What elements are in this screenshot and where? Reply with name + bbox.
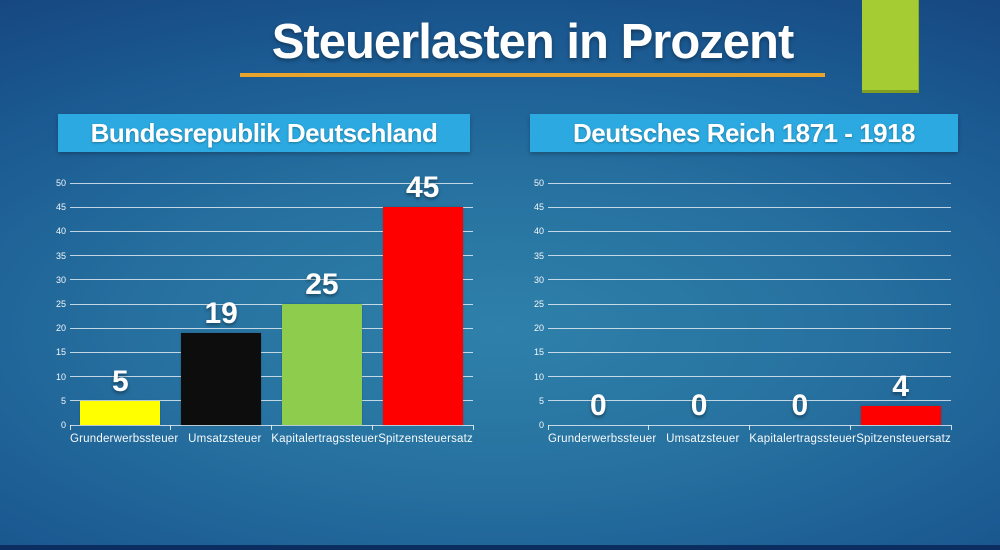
chart-bundesrepublik: 0 5 10 15 20 25 30 35 40 45 50 5 19 25 45 Grunderwerbss… bbox=[46, 172, 474, 458]
y-tick-label: 50 bbox=[533, 178, 544, 188]
x-axis-tick bbox=[849, 425, 851, 430]
y-tick-label: 20 bbox=[55, 323, 66, 334]
bar-value-label: 0 bbox=[690, 389, 708, 422]
category-label: Grunderwerbssteuer bbox=[548, 433, 657, 445]
gridline-y15 bbox=[548, 351, 951, 353]
gridline-y50 bbox=[548, 182, 951, 184]
gridline-y30 bbox=[548, 279, 951, 281]
y-tick-label: 25 bbox=[55, 299, 66, 309]
bar-umsatzsteuer bbox=[181, 333, 262, 425]
x-axis-tick bbox=[472, 425, 474, 430]
gridline-y10 bbox=[548, 376, 951, 378]
y-tick-label: 35 bbox=[533, 250, 544, 261]
bar-spitzensteuersatz bbox=[860, 405, 941, 425]
gridline-y5 bbox=[70, 400, 473, 402]
plot-area: 0 5 10 15 20 25 30 35 40 45 50 5 19 25 45 bbox=[56, 172, 474, 430]
gridline-y35 bbox=[548, 255, 951, 257]
x-axis-tick bbox=[69, 425, 71, 430]
chart-deutsches-reich: 0 5 10 15 20 25 30 35 40 45 50 0 0 0 4 Grunderwerbssteu… bbox=[524, 178, 952, 458]
panel-header-bundesrepublik: Bundesrepublik Deutschland bbox=[58, 114, 470, 152]
category-label: Spitzensteuersatz bbox=[856, 433, 951, 445]
y-tick-label: 10 bbox=[533, 371, 544, 382]
category-label: Spitzensteuersatz bbox=[378, 433, 473, 445]
x-axis-tick bbox=[648, 425, 650, 430]
plot-area: 0 5 10 15 20 25 30 35 40 45 50 0 0 0 4 bbox=[534, 178, 952, 430]
bar-value-label: 0 bbox=[791, 389, 809, 422]
category-label: Kapitalertragssteuer bbox=[749, 433, 857, 445]
title-block: Steuerlasten in Prozent bbox=[240, 14, 825, 77]
gridline-y25 bbox=[548, 303, 951, 305]
title-underline bbox=[240, 73, 825, 77]
y-tick-label: 10 bbox=[55, 371, 66, 382]
gridline-y15 bbox=[70, 351, 473, 353]
y-tick-label: 40 bbox=[533, 226, 544, 237]
bar-grunderwerbssteuer bbox=[80, 400, 161, 425]
gridline-y40 bbox=[548, 230, 951, 232]
y-tick-label: 5 bbox=[538, 395, 544, 406]
y-tick-label: 35 bbox=[55, 250, 66, 261]
page-title: Steuerlasten in Prozent bbox=[271, 15, 795, 69]
x-axis-tick bbox=[547, 425, 549, 430]
y-tick-label: 40 bbox=[55, 226, 66, 237]
gridline-y50 bbox=[70, 182, 473, 184]
category-label: Umsatzsteuer bbox=[666, 433, 740, 445]
y-tick-label: 45 bbox=[55, 202, 66, 213]
bar-value-label: 4 bbox=[892, 369, 909, 403]
y-tick-label: 25 bbox=[533, 299, 544, 309]
category-axis: Grunderwerbssteuer Umsatzsteuer Kapitalert… bbox=[548, 433, 951, 445]
x-axis-tick bbox=[950, 425, 952, 430]
gridline-y25 bbox=[70, 303, 473, 305]
panel-header-bundesrepublik-label: Bundesrepublik Deutschland bbox=[90, 117, 438, 148]
x-axis-tick bbox=[749, 425, 750, 430]
bar-value-label: 25 bbox=[305, 268, 339, 301]
accent-rectangle bbox=[862, 0, 919, 93]
y-tick-label: 15 bbox=[533, 347, 544, 358]
bottom-edge bbox=[0, 545, 1000, 550]
gridline-y45 bbox=[548, 206, 951, 208]
category-label: Umsatzsteuer bbox=[188, 433, 262, 445]
gridline-y20 bbox=[548, 327, 951, 329]
y-tick-label: 0 bbox=[60, 420, 66, 430]
y-tick-label: 45 bbox=[533, 202, 544, 213]
gridline-y30 bbox=[70, 279, 473, 281]
gridline-y45 bbox=[70, 206, 473, 208]
gridline-y35 bbox=[70, 255, 473, 257]
bar-value-label: 45 bbox=[405, 171, 440, 205]
y-tick-label: 50 bbox=[55, 178, 66, 188]
x-axis-tick bbox=[271, 425, 272, 430]
bar-value-label: 19 bbox=[204, 297, 238, 331]
category-label: Grunderwerbssteuer bbox=[70, 433, 179, 445]
gridline-y5 bbox=[548, 400, 951, 402]
gridline-y20 bbox=[70, 327, 473, 329]
bar-value-label: 5 bbox=[112, 364, 129, 398]
y-tick-label: 20 bbox=[533, 323, 544, 334]
panel-header-deutsches-reich-label: Deutsches Reich 1871 - 1918 bbox=[572, 117, 916, 148]
y-tick-label: 30 bbox=[55, 274, 66, 285]
gridline-y10 bbox=[70, 376, 473, 378]
category-axis: Grunderwerbssteuer Umsatzsteuer Kapitalert… bbox=[70, 433, 473, 445]
y-tick-label: 5 bbox=[60, 395, 66, 406]
x-axis-tick bbox=[371, 425, 373, 430]
bar-spitzensteuersatz bbox=[382, 207, 463, 425]
y-tick-label: 30 bbox=[533, 274, 544, 285]
x-axis-tick bbox=[170, 425, 172, 430]
gridline-y40 bbox=[70, 230, 473, 232]
bar-kapitalertragssteuer bbox=[281, 304, 362, 425]
y-tick-label: 0 bbox=[538, 420, 544, 430]
panel-header-deutsches-reich: Deutsches Reich 1871 - 1918 bbox=[530, 114, 958, 152]
bar-value-label: 0 bbox=[590, 389, 607, 422]
category-label: Kapitalertragssteuer bbox=[271, 433, 379, 445]
y-tick-label: 15 bbox=[55, 347, 66, 358]
